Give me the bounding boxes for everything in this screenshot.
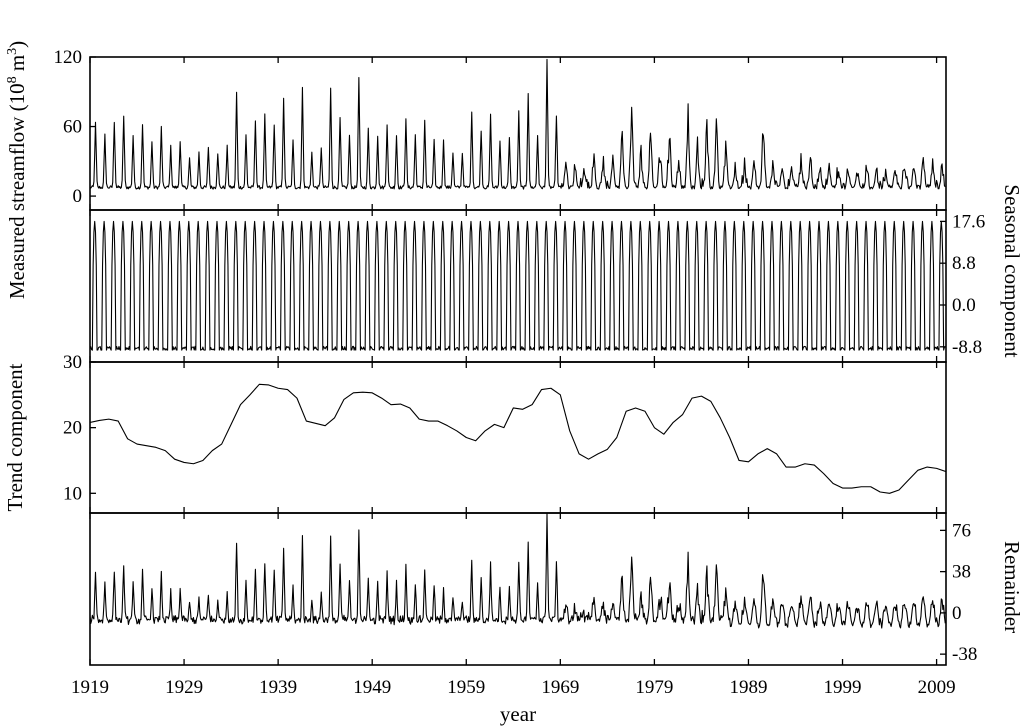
y-tick-label-remainder: 38 <box>952 562 971 583</box>
panel-seasonal: -8.8 0.0 8.8 17.6 Seasonal component <box>89 184 1024 363</box>
series-line-remainder <box>90 513 946 629</box>
y-axis-title-seasonal: Seasonal component <box>1000 184 1024 357</box>
y-tick-label-measured: 0 <box>73 186 83 207</box>
series-line-measured <box>90 58 946 190</box>
y-axis-title-trend: Trend component <box>3 363 27 511</box>
x-tick-label: 1959 <box>447 677 485 698</box>
y-tick-label-trend: 10 <box>63 483 82 504</box>
y-axis-title-remainder: Remainder <box>1000 541 1024 633</box>
x-tick-label: 1929 <box>165 677 203 698</box>
panel-measured: 0 60 120 Measured streamflow (108 m3) <box>5 41 947 299</box>
y-tick-label-measured: 60 <box>63 117 82 138</box>
y-tick-label-seasonal: 0.0 <box>952 295 976 316</box>
y-tick-label-remainder: 76 <box>952 520 971 541</box>
x-tick-label: 2009 <box>918 677 956 698</box>
x-tick-label: 1939 <box>259 677 297 698</box>
x-tick-label: 1919 <box>71 677 109 698</box>
x-tick-label: 1989 <box>729 677 767 698</box>
x-tick-label: 1969 <box>541 677 579 698</box>
y-tick-label-measured: 120 <box>54 47 83 68</box>
x-tick-label: 1999 <box>824 677 862 698</box>
y-tick-label-seasonal: -8.8 <box>952 337 982 358</box>
y-tick-label-trend: 20 <box>63 418 82 439</box>
panel-frame-remainder <box>89 512 947 666</box>
y-tick-label-trend: 30 <box>63 352 82 373</box>
y-tick-label-remainder: 0 <box>952 603 962 624</box>
series-line-seasonal <box>90 220 946 351</box>
panel-remainder: -38 0 38 76 Remainder 1919 1929 1939 1949 1959 196… <box>71 512 1024 698</box>
x-tick-label: 1979 <box>635 677 673 698</box>
y-axis-title-measured: Measured streamflow (108 m3) <box>5 41 29 299</box>
panel-trend: 10 20 30 Trend component <box>3 352 947 514</box>
panel-frame-trend <box>89 361 947 514</box>
y-tick-label-remainder: -38 <box>952 644 977 665</box>
x-tick-label: 1949 <box>353 677 391 698</box>
y-tick-label-seasonal: 17.6 <box>952 211 985 232</box>
x-axis-title: year <box>500 702 536 726</box>
y-tick-label-seasonal: 8.8 <box>952 253 976 274</box>
series-line-trend <box>90 383 946 494</box>
